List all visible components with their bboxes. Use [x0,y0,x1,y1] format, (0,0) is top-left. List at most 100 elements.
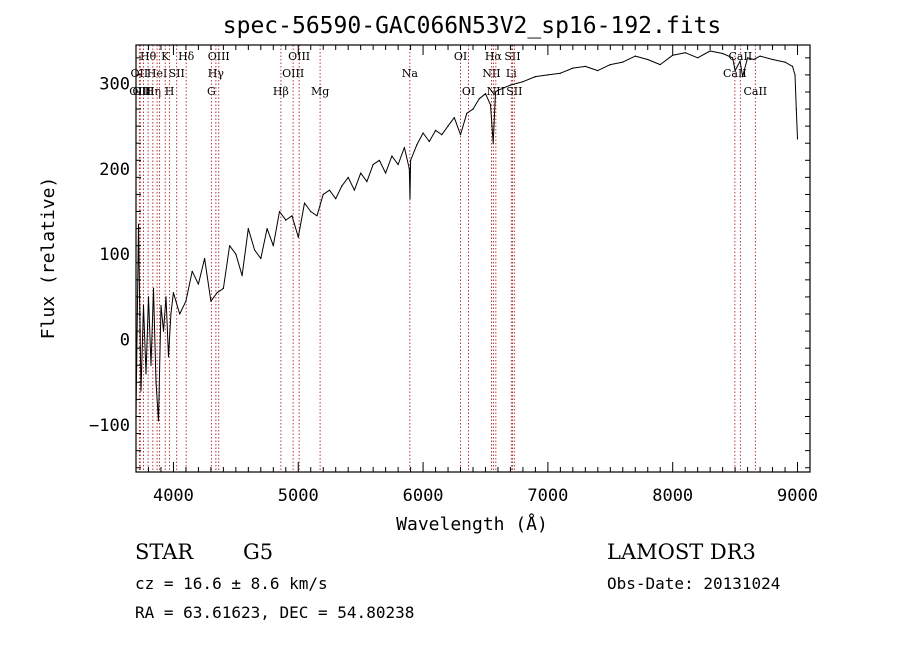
data-point [254,249,256,251]
data-point [408,168,410,170]
x-tick-label: 5000 [278,486,319,506]
data-point [278,210,281,213]
data-point [453,117,455,119]
data-point [160,304,162,307]
data-point [796,138,799,140]
marker-label: CaII [729,50,753,63]
marker-label: SII [504,50,520,63]
data-point [172,292,174,294]
data-point [572,67,574,69]
data-point [484,93,487,95]
marker-label: Hβ [273,85,289,98]
data-point [222,287,224,289]
y-axis-label: Flux (relative) [38,177,59,340]
data-point [229,245,231,247]
marker-label: Li [506,67,517,80]
data-point [328,189,331,191]
data-point [609,64,611,66]
data-point [447,125,449,127]
data-point [147,296,150,298]
marker-label: OIII [282,67,304,80]
data-point [522,81,524,83]
y-tick-label: 0 [120,331,130,351]
data-point [397,164,399,166]
data-point [191,270,193,272]
marker-label: H [165,85,175,98]
marker-label: OI [454,50,467,63]
spectrum-series [135,50,799,422]
x-tick-label: 9000 [777,486,818,506]
data-point [772,58,774,61]
data-point [722,52,724,55]
marker-label: Mg [311,85,329,98]
x-tick-label: 8000 [652,486,693,506]
data-point [494,91,497,93]
data-point [410,159,412,161]
data-point [145,373,147,375]
data-point [170,313,172,315]
data-point [216,292,218,294]
data-point [509,84,511,86]
data-point [247,228,249,230]
data-point [584,65,586,67]
marker-label: OI [462,85,475,98]
data-point [322,193,324,195]
marker-label: Na [402,67,419,80]
data-point [366,181,368,183]
data-point [597,70,599,72]
data-point [385,172,387,174]
data-point [347,176,349,178]
data-point [503,87,505,89]
data-point [659,64,661,66]
data-point [466,112,468,114]
data-point [179,313,181,315]
data-point [341,185,343,187]
marker-label: G [207,85,216,98]
data-point [647,58,649,61]
data-point [272,245,274,247]
data-point [497,89,499,91]
marker-label: Hθ [140,50,157,63]
y-tick-label: 100 [99,245,130,265]
data-point [759,55,761,57]
marker-label: Hα [485,50,503,63]
data-point [157,420,160,422]
ra-dec: RA = 63.61623, DEC = 54.80238 [135,603,415,622]
data-point [489,104,492,106]
data-point [534,76,537,78]
data-point [260,257,262,260]
x-tick-label: 7000 [527,486,568,506]
data-point [167,356,170,358]
redshift-cz: cz = 16.6 ± 8.6 km/s [135,574,328,593]
marker-label: SII [506,85,522,98]
x-tick-label: 4000 [153,486,194,506]
data-point [142,304,145,307]
data-point [285,219,287,221]
y-axis: −100 0 100 200 300 [89,57,810,469]
data-point [409,198,411,200]
data-point [391,155,393,157]
data-point [559,72,562,74]
y-tick-label: 200 [99,160,130,180]
data-point [492,142,494,144]
data-point [697,57,699,59]
data-point [516,82,518,84]
data-point [753,58,755,61]
object-subclass: G5 [243,540,274,564]
data-point [739,60,741,62]
data-point [372,164,374,166]
marker-label: CaII [743,85,767,98]
marker-label: K [161,50,170,63]
data-point [709,50,711,52]
data-point [742,76,744,78]
marker-label: SII [169,67,185,80]
data-point [634,55,636,57]
data-point [140,390,142,392]
data-point [353,189,355,191]
data-point [403,146,405,149]
data-point [747,57,749,59]
marker-label: HeI [147,67,167,80]
data-point [784,61,786,63]
y-tick-label: 300 [99,74,130,94]
